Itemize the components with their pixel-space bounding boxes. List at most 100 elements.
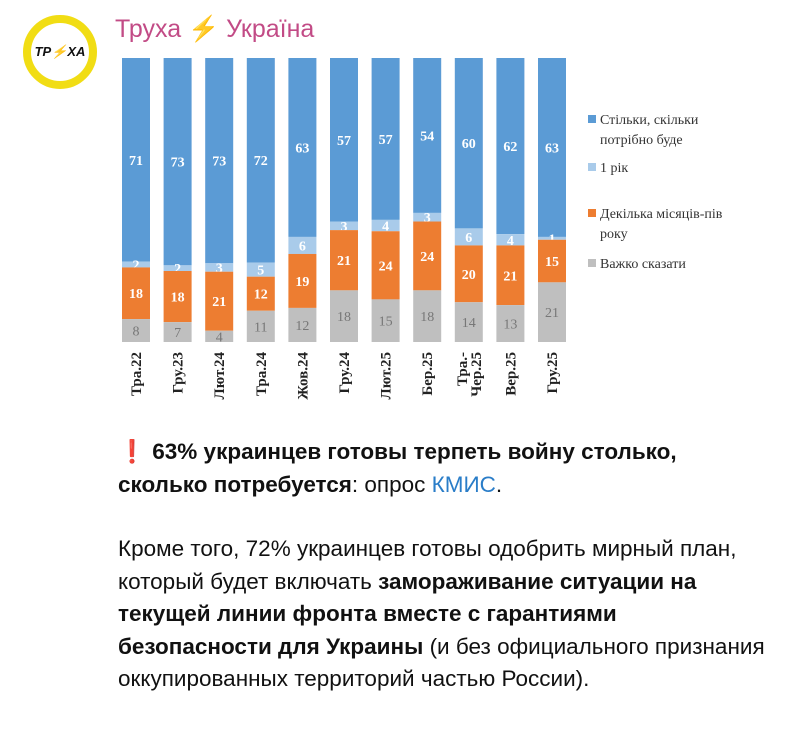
legend-label: Декілька місяців-пів (600, 207, 723, 222)
legend-swatch (588, 163, 596, 171)
bar-segment (205, 263, 234, 272)
data-label: 3 (341, 220, 348, 235)
data-label: 72 (254, 154, 268, 169)
data-label: 11 (254, 320, 267, 335)
data-label: 21 (503, 269, 517, 284)
bar-segment (413, 212, 442, 222)
bar-segment (246, 262, 275, 277)
bar-segment (454, 228, 483, 246)
legend-swatch (588, 259, 596, 267)
category-label: Гру.25 (545, 352, 561, 394)
exclamation-icon: ❗ (118, 439, 147, 464)
bar-segment (496, 58, 525, 235)
bar-segment (496, 305, 525, 342)
data-label: 60 (462, 137, 476, 152)
data-label: 18 (171, 291, 185, 306)
bar-segment (330, 221, 358, 231)
data-label: 4 (216, 330, 223, 345)
data-label: 18 (337, 310, 351, 325)
bar-segment (205, 58, 234, 264)
channel-name-right: Україна (226, 15, 315, 43)
avatar-logo-text: ТР⚡ХА (34, 44, 86, 59)
bar-segment (163, 322, 192, 342)
data-label: 73 (212, 155, 226, 170)
bar-segment (330, 230, 358, 291)
data-label: 3 (424, 211, 431, 226)
data-label: 57 (337, 134, 351, 149)
data-label: 62 (503, 140, 517, 155)
kmis-link[interactable]: КМИС (431, 471, 496, 497)
bar-segment (538, 239, 566, 283)
bar-segment (205, 330, 234, 342)
legend-label: року (600, 227, 628, 242)
data-label: 20 (462, 268, 476, 283)
data-label: 18 (420, 310, 434, 325)
data-label: 73 (171, 156, 185, 171)
data-label: 19 (295, 275, 309, 290)
paragraph-end: (и без официального признания оккупирова… (118, 633, 765, 692)
bar-segment (371, 231, 400, 300)
channel-avatar[interactable]: ТР⚡ХА (23, 15, 97, 89)
bar-segment (163, 265, 192, 271)
bar-segment (122, 319, 150, 342)
lightning-icon: ⚡ (188, 15, 220, 43)
bar-segment (122, 58, 150, 262)
category-label: Гру.23 (171, 352, 187, 394)
data-label: 24 (379, 259, 393, 274)
bar-segment (413, 290, 442, 342)
bar-segment (330, 290, 358, 342)
bar-segment (246, 310, 275, 342)
legend-label: 1 рік (600, 161, 628, 176)
data-label: 3 (216, 261, 223, 276)
data-label: 8 (133, 325, 140, 340)
category-label: Тра.24 (254, 352, 270, 397)
data-label: 13 (503, 318, 517, 333)
data-label: 5 (257, 264, 264, 279)
paragraph-bold: замораживание ситуации на текущей линии … (118, 568, 697, 659)
data-label: 54 (420, 129, 434, 144)
bar-segment (205, 271, 234, 331)
data-label: 2 (174, 262, 181, 277)
bar-segment (288, 58, 317, 237)
data-label: 4 (507, 234, 514, 249)
bar-segment (413, 221, 442, 291)
post-text: ❗ 63% украинцев готовы терпеть войну сто… (118, 436, 768, 728)
data-label: 7 (174, 326, 181, 341)
legend-label: Стільки, скільки (600, 113, 699, 128)
bar-segment (538, 282, 566, 342)
data-label: 4 (382, 220, 389, 235)
bar-segment (413, 58, 442, 213)
legend-swatch (588, 209, 596, 217)
bar-segment (288, 307, 317, 342)
post-headline: ❗ 63% украинцев готовы терпеть войну сто… (118, 436, 768, 501)
data-label: 6 (465, 231, 472, 246)
data-label: 21 (545, 306, 559, 321)
bar-segment (163, 58, 192, 266)
data-label: 2 (133, 259, 140, 274)
data-label: 15 (545, 255, 559, 270)
bar-segment (288, 253, 317, 308)
bar-segment (454, 245, 483, 303)
category-label: Лют.24 (212, 352, 228, 400)
data-label: 12 (254, 288, 268, 303)
category-label: Чер.25 (469, 352, 485, 397)
data-label: 21 (212, 295, 226, 310)
bar-segment (454, 302, 483, 342)
data-label: 15 (379, 315, 393, 330)
data-label: 12 (295, 319, 309, 334)
bar-segment (371, 58, 400, 220)
legend-label: Важко сказати (600, 257, 686, 272)
channel-name[interactable]: Труха ⚡ Україна (115, 15, 314, 44)
data-label: 14 (462, 316, 476, 331)
bar-segment (454, 58, 483, 229)
paragraph-text: Кроме того, 72% украинцев готовы одобрит… (118, 536, 737, 594)
data-label: 71 (129, 154, 143, 169)
data-label: 18 (129, 287, 143, 302)
legend-label: потрібно буде (600, 133, 683, 148)
data-label: 6 (299, 239, 306, 254)
post-paragraph: Кроме того, 72% украинцев готовы одобрит… (118, 533, 768, 696)
headline-end: . (495, 471, 503, 497)
legend-swatch (588, 115, 596, 123)
category-label: Гру.24 (337, 352, 353, 394)
bar-segment (122, 267, 150, 320)
